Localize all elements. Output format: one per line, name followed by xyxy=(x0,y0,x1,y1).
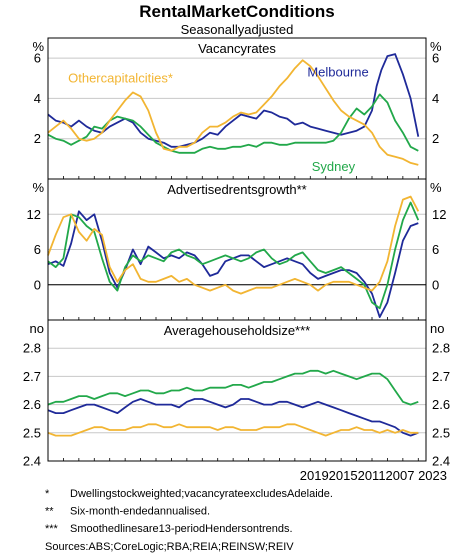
unit-label-right: % xyxy=(430,39,442,54)
chart-title: RentalMarketConditions xyxy=(139,2,335,21)
y-tick-label-left: 12 xyxy=(27,207,41,222)
series-line-other xyxy=(47,195,420,295)
y-tick-label-right: 4 xyxy=(432,91,439,106)
y-tick-label-right: 2.6 xyxy=(432,397,450,412)
series-line-other xyxy=(47,423,419,437)
footnote-text: Smoothedlinesare13-periodHendersontrends… xyxy=(70,523,293,535)
y-tick-label-left: 2.5 xyxy=(23,425,41,440)
y-tick-label-right: 2.4 xyxy=(432,454,450,469)
y-tick-label-right: 6 xyxy=(432,242,439,257)
unit-label-right: % xyxy=(430,180,442,195)
series-label-melbourne: Melbourne xyxy=(307,64,368,79)
panel-2: 0 0 6 6 12 12% % Advertisedrentsgrowth** xyxy=(27,178,446,321)
y-tick-label-left: 6 xyxy=(34,51,41,66)
footnote-mark: ** xyxy=(45,506,54,518)
unit-label-left: no xyxy=(30,321,44,336)
y-tick-label-left: 2.8 xyxy=(23,341,41,356)
footnotes: * Dwellingstockweighted;vacancyrateexclud… xyxy=(45,488,333,535)
unit-label-left: % xyxy=(32,39,44,54)
footnote-text: Dwellingstockweighted;vacancyrateexclude… xyxy=(70,488,333,500)
y-tick-label-left: 2 xyxy=(34,131,41,146)
y-tick-label-left: 2.4 xyxy=(23,454,41,469)
footnote-mark: *** xyxy=(45,523,59,535)
y-tick-label-right: 2.5 xyxy=(432,425,450,440)
series-label-sydney: Sydney xyxy=(312,159,356,174)
series-line-sydney xyxy=(47,201,420,310)
y-tick-label-left: 0 xyxy=(34,277,41,292)
y-tick-label-right: 2.8 xyxy=(432,341,450,356)
series-line-melbourne xyxy=(47,53,420,148)
panel-1: 2 2 4 4 6 6% % Vacancyrates Othercapitalcities* M… xyxy=(32,37,442,180)
panel-frame xyxy=(47,319,427,462)
y-tick-label-left: 2.6 xyxy=(23,397,41,412)
panel-title: Vacancyrates xyxy=(198,41,276,56)
chart-subtitle: Seasonallyadjusted xyxy=(181,22,294,37)
unit-label-right: no xyxy=(430,321,444,336)
y-tick-label-right: 0 xyxy=(432,277,439,292)
sources-note: Sources:ABS;CoreLogic;RBA;REIA;REINSW;RE… xyxy=(45,541,294,553)
series-line-other xyxy=(47,59,419,166)
unit-label-left: % xyxy=(32,180,44,195)
series-label-other: Othercapitalcities* xyxy=(68,70,173,85)
panels: 2 2 4 4 6 6% % Vacancyrates Othercapitalcities* M… xyxy=(23,37,450,469)
x-axis-tick-labels: 2019201520112007 2023 xyxy=(300,468,447,483)
panel-title: Advertisedrentsgrowth** xyxy=(167,182,306,197)
series-line-sydney xyxy=(47,369,419,406)
y-tick-label-right: 2 xyxy=(432,131,439,146)
footnote-mark: * xyxy=(45,488,50,500)
y-tick-label-left: 4 xyxy=(34,91,41,106)
footnote-text: Six-month-endedannualised. xyxy=(70,506,210,518)
y-tick-label-left: 2.7 xyxy=(23,369,41,384)
y-tick-label-right: 6 xyxy=(432,51,439,66)
series-line-melbourne xyxy=(47,398,419,437)
panel-title: Averagehouseholdsize*** xyxy=(164,323,310,338)
panel-3: 2.4 2.4 2.5 2.5 2.6 2.6 2.7 2.7 2.8 2.8 no no Averag… xyxy=(23,319,450,469)
y-tick-label-left: 6 xyxy=(34,242,41,257)
y-tick-label-right: 12 xyxy=(432,207,446,222)
y-tick-label-right: 2.7 xyxy=(432,369,450,384)
